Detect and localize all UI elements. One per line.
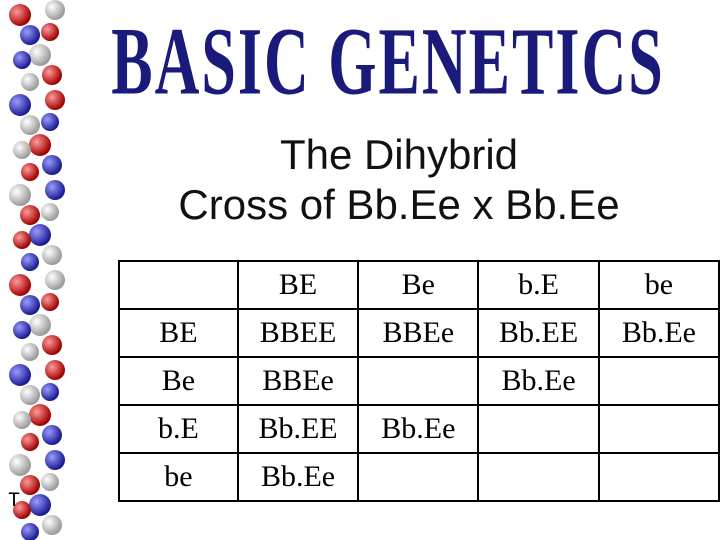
table-cell: be [119,453,238,501]
punnett-square-table: BE Be b.E be BE BBEE BBEe Bb.EE Bb.Ee Be… [118,260,720,502]
slide-content: BASIC GENETICS The Dihybrid Cross of Bb.… [78,0,720,540]
table-cell [358,357,478,405]
table-cell [599,405,719,453]
table-row: Be BBEe Bb.Ee [119,357,719,405]
table-cell [478,405,598,453]
table-cell: BE [238,261,358,309]
table-cell [599,357,719,405]
table-cell: BBEE [238,309,358,357]
table-cell: be [599,261,719,309]
table-cell: BE [119,309,238,357]
page-subtitle: The Dihybrid Cross of Bb.Ee x Bb.Ee [78,130,720,229]
table-cell: BBEe [358,309,478,357]
table-cell: Bb.EE [238,405,358,453]
table-cell: Be [358,261,478,309]
table-cell [599,453,719,501]
table-row: BE BBEE BBEe Bb.EE Bb.Ee [119,309,719,357]
table-cell [478,453,598,501]
subtitle-line1: The Dihybrid [280,131,518,178]
table-cell: b.E [478,261,598,309]
table-cell [358,453,478,501]
table-cell: BBEe [238,357,358,405]
table-cell: Bb.Ee [238,453,358,501]
page-title: BASIC GENETICS [56,8,720,118]
table-cell: Bb.Ee [478,357,598,405]
table-cell [119,261,238,309]
table-cell: Bb.Ee [599,309,719,357]
table-row: BE Be b.E be [119,261,719,309]
table-cell: Be [119,357,238,405]
subtitle-line2: Cross of Bb.Ee x Bb.Ee [178,181,619,228]
table-cell: Bb.EE [478,309,598,357]
table-cell: b.E [119,405,238,453]
table-cell: Bb.Ee [358,405,478,453]
footer-mark: T [8,490,20,513]
table-row: be Bb.Ee [119,453,719,501]
table-row: b.E Bb.EE Bb.Ee [119,405,719,453]
